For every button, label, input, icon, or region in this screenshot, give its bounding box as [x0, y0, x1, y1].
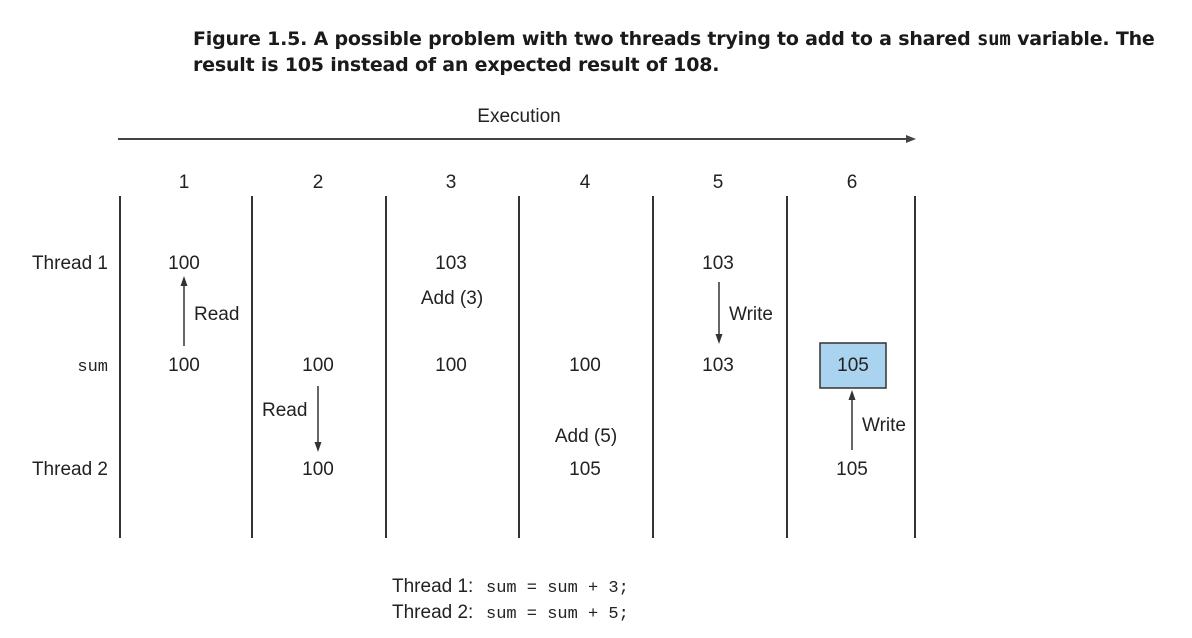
op-read-step1: Read	[194, 304, 239, 325]
step-number-3: 3	[446, 172, 457, 193]
thread1-value-step1: 100	[168, 253, 200, 274]
thread1-value-step5: 103	[702, 253, 734, 274]
execution-arrow-head	[906, 135, 916, 143]
step-number-5: 5	[713, 172, 724, 193]
sum-value-step6: 105	[837, 355, 869, 376]
code-line-1-code: sum = sum + 3;	[486, 579, 629, 598]
step-number-6: 6	[847, 172, 858, 193]
caption-code-sum: sum	[976, 28, 1011, 50]
step-number-1: 1	[179, 172, 190, 193]
column-dividers	[119, 196, 916, 538]
sum-value-step3: 100	[435, 355, 467, 376]
row-label-sum: sum	[77, 358, 108, 377]
code-line-2-thread: Thread 2:	[392, 602, 473, 623]
code-line-1-thread: Thread 1:	[392, 576, 473, 597]
figure-caption: Figure 1.5. A possible problem with two …	[193, 26, 1178, 78]
execution-label: Execution	[477, 106, 560, 127]
caption-prefix: Figure 1.5. A possible problem with two …	[193, 28, 977, 50]
write-arrow-step5-head	[715, 334, 723, 344]
op-add-step3: Add (3)	[421, 288, 483, 309]
sum-value-step4: 100	[569, 355, 601, 376]
op-write-step6: Write	[862, 415, 906, 436]
thread2-value-step2: 100	[302, 459, 334, 480]
row-label-thread-1: Thread 1	[32, 253, 108, 274]
thread2-value-step4: 105	[569, 459, 601, 480]
step-number-4: 4	[580, 172, 591, 193]
read-arrow-step2-head	[314, 442, 322, 452]
sum-value-step5: 103	[702, 355, 734, 376]
step-number-2: 2	[313, 172, 324, 193]
thread2-value-step6: 105	[836, 459, 868, 480]
write-arrow-step6-head	[848, 390, 856, 400]
final-sum-highlight-box	[819, 342, 887, 389]
thread1-value-step3: 103	[435, 253, 467, 274]
row-label-thread-2: Thread 2	[32, 459, 108, 480]
sum-value-step2: 100	[302, 355, 334, 376]
sum-value-step1: 100	[168, 355, 200, 376]
op-read-step2: Read	[262, 400, 307, 421]
caption-suffix: variable. The result is 105 instead of a…	[193, 28, 1155, 76]
read-arrow-step1-head	[180, 276, 188, 286]
op-write-step5: Write	[729, 304, 773, 325]
code-line-2-code: sum = sum + 5;	[486, 605, 629, 624]
op-add-step4: Add (5)	[555, 426, 617, 447]
